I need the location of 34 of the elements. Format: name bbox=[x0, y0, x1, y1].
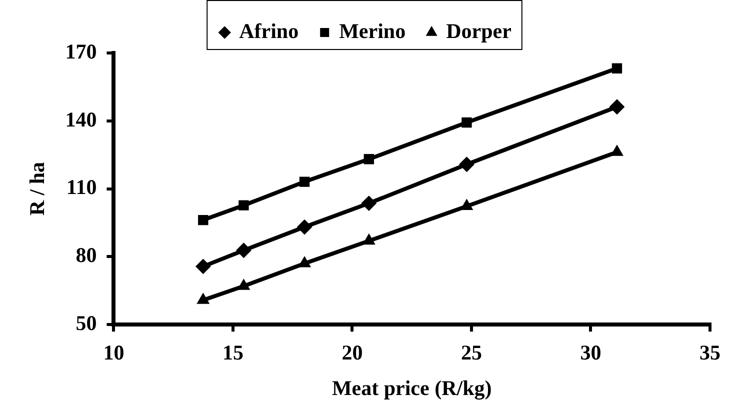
x-tick-label: 15 bbox=[222, 340, 244, 365]
x-axis-title: Meat price (R/kg) bbox=[332, 376, 492, 400]
x-tick-label: 35 bbox=[700, 340, 720, 365]
y-tick-label: 50 bbox=[76, 311, 97, 336]
point bbox=[462, 117, 472, 128]
point bbox=[609, 99, 624, 114]
point bbox=[361, 196, 376, 211]
x-tick-label: 30 bbox=[580, 340, 602, 365]
point bbox=[236, 242, 252, 258]
y-axis-title: R / ha bbox=[25, 161, 50, 216]
point bbox=[297, 220, 312, 235]
point bbox=[299, 176, 310, 187]
y-tick-label: 140 bbox=[65, 107, 97, 132]
point bbox=[459, 156, 474, 172]
y-tick-label: 170 bbox=[65, 39, 97, 64]
point bbox=[364, 154, 374, 164]
point bbox=[298, 256, 311, 268]
y-tick-label: 80 bbox=[76, 243, 97, 268]
point bbox=[460, 199, 473, 210]
point bbox=[612, 63, 622, 74]
legend-label: Dorper bbox=[446, 18, 512, 43]
y-tick-label: 110 bbox=[66, 175, 97, 200]
x-tick-label: 20 bbox=[342, 340, 363, 365]
legend-label: Merino bbox=[339, 18, 406, 43]
point bbox=[197, 293, 210, 304]
point bbox=[198, 214, 208, 226]
x-tick-label: 25 bbox=[460, 340, 482, 365]
point bbox=[238, 200, 249, 210]
legend-label: Afrino bbox=[239, 18, 299, 43]
x-tick-label: 10 bbox=[103, 340, 124, 365]
point bbox=[610, 145, 624, 156]
point bbox=[238, 279, 250, 290]
point bbox=[196, 258, 211, 274]
point bbox=[362, 234, 376, 245]
